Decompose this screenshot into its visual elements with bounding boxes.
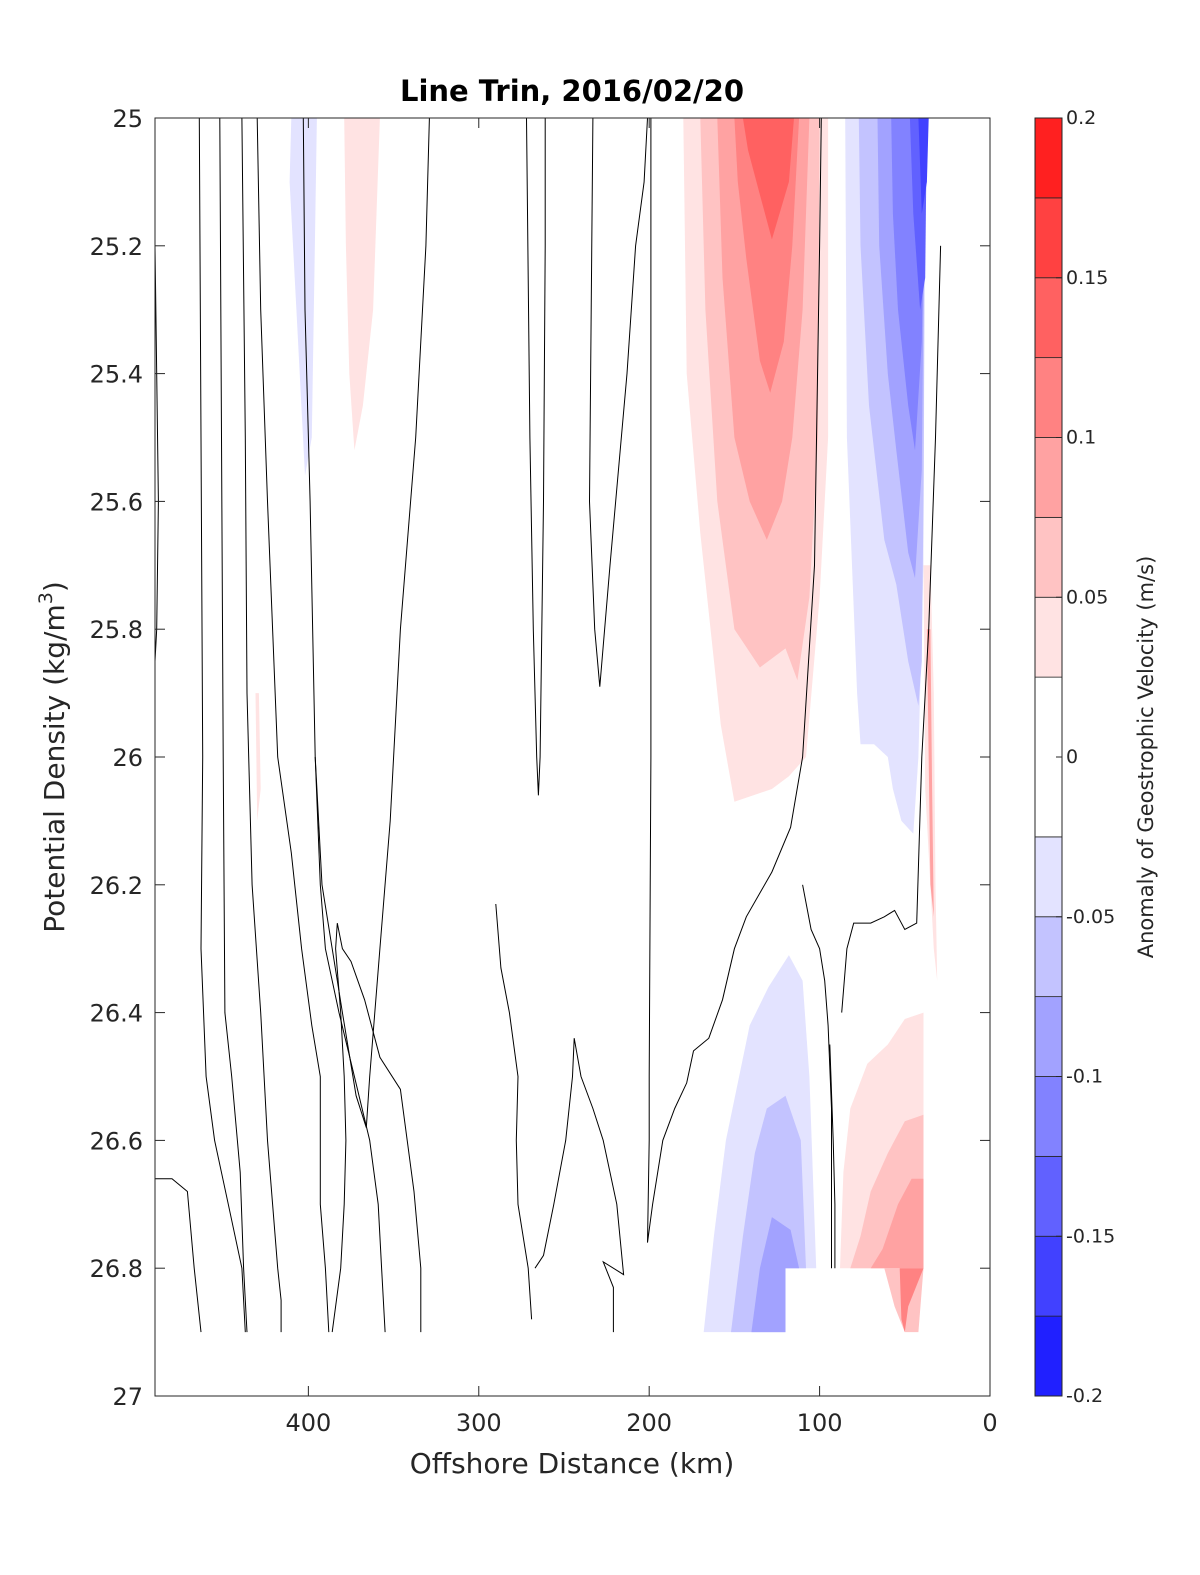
colorbar-tick-label: 0.15 (1066, 267, 1108, 289)
y-tick-label: 26.6 (90, 1127, 143, 1155)
x-tick-label: 300 (456, 1409, 502, 1437)
contour-line-1 (198, 118, 246, 1333)
y-axis-label-superscript: 3 (35, 592, 57, 604)
colorbar-bin-6 (1034, 836, 1063, 918)
contour-line-3 (155, 1178, 202, 1333)
contour-line-11 (314, 756, 386, 1333)
contour-line-4 (256, 118, 330, 1333)
contour-line-12 (495, 903, 533, 1320)
contour-line-8 (588, 118, 648, 687)
filled-region-15 (926, 629, 934, 917)
colorbar-tick-label: -0.05 (1066, 906, 1115, 928)
colorbar-tick-label: 0.1 (1066, 427, 1096, 449)
colorbar-bin-8 (1034, 596, 1063, 678)
filled-region-0 (289, 118, 317, 476)
colorbar-tick-label: -0.15 (1066, 1225, 1115, 1247)
colorbar-bin-13 (1034, 197, 1063, 279)
filled-region-13 (918, 118, 929, 214)
colorbar-tick-label: 0.2 (1066, 107, 1096, 129)
filled-region-2 (255, 693, 261, 821)
x-tick-label: 100 (797, 1409, 843, 1437)
colorbar-bin-9 (1034, 516, 1063, 598)
contour-line-9 (647, 118, 822, 1243)
colorbar-bin-10 (1034, 437, 1063, 518)
x-tick-label: 0 (982, 1409, 997, 1437)
filled-region-7 (742, 118, 794, 240)
chart-title: Line Trin, 2016/02/20 (400, 74, 744, 108)
colorbar-tick-label: 0 (1066, 746, 1078, 768)
plot-area-group (154, 117, 991, 1397)
y-tick-label: 26.4 (90, 1000, 143, 1028)
contour-line-13 (534, 1038, 625, 1333)
contour-line-5 (302, 118, 430, 1128)
y-tick-label: 25.4 (90, 361, 143, 389)
x-axis-label: Offshore Distance (km) (410, 1447, 735, 1480)
filled-region-1 (344, 118, 380, 451)
colorbar-bin-4 (1034, 996, 1063, 1077)
colorbar-bin-5 (1034, 916, 1063, 998)
y-tick-label: 25.6 (90, 488, 143, 516)
colorbar-bin-0 (1034, 1315, 1063, 1397)
y-axis-label: Potential Density (kg/m3) (35, 581, 71, 933)
y-axis-label-main: Potential Density (kg/m (38, 604, 71, 933)
filled-region-23 (899, 1268, 924, 1333)
colorbar-bin-3 (1034, 1076, 1063, 1157)
filled-region-17 (731, 1095, 806, 1333)
contour-line-10 (331, 923, 422, 1333)
y-tick-label: 27 (112, 1383, 143, 1411)
contour-lines (155, 118, 942, 1333)
contour-line-16 (829, 1044, 836, 1269)
contour-line-15 (841, 245, 942, 1013)
colorbar-bin-14 (1034, 117, 1063, 199)
y-tick-label: 26 (112, 744, 143, 772)
colorbar-bin-12 (1034, 277, 1063, 359)
y-tick-label: 25.8 (90, 616, 143, 644)
contour-line-14 (802, 884, 832, 1269)
colorbar-tick-label: 0.05 (1066, 586, 1108, 608)
y-tick-label: 26.8 (90, 1255, 143, 1283)
y-tick-label: 25.2 (90, 233, 143, 261)
filled-contours (255, 118, 938, 1333)
colorbar-tick-label: -0.2 (1066, 1385, 1103, 1407)
x-axis-ticks: 400 300 200 100 0 (285, 118, 998, 1437)
filled-region-18 (751, 1217, 800, 1333)
contour-line-6 (241, 118, 282, 1333)
contour-line-2 (219, 118, 248, 1333)
filled-region-21 (870, 1178, 924, 1269)
y-axis-label-close: ) (38, 581, 71, 592)
colorbar-tick-label: -0.1 (1066, 1066, 1103, 1088)
colorbar: 0.2 0.15 0.1 0.05 0 -0.05 -0.1 -0.15 -0.2 (1034, 107, 1115, 1407)
colorbar-bin-11 (1034, 357, 1063, 438)
y-axis-ticks: 25 25.2 25.4 25.6 25.8 26 26.2 26.4 26.6 26.8 27 (90, 105, 990, 1411)
contour-line-7 (526, 118, 546, 796)
colorbar-bin-2 (1034, 1155, 1063, 1237)
y-tick-label: 26.2 (90, 872, 143, 900)
colorbar-label: Anomaly of Geostrophic Velocity (m/s) (1134, 556, 1158, 959)
y-tick-label: 25 (112, 105, 143, 133)
x-tick-label: 400 (285, 1409, 331, 1437)
x-tick-label: 200 (626, 1409, 672, 1437)
colorbar-bin-1 (1034, 1235, 1063, 1317)
